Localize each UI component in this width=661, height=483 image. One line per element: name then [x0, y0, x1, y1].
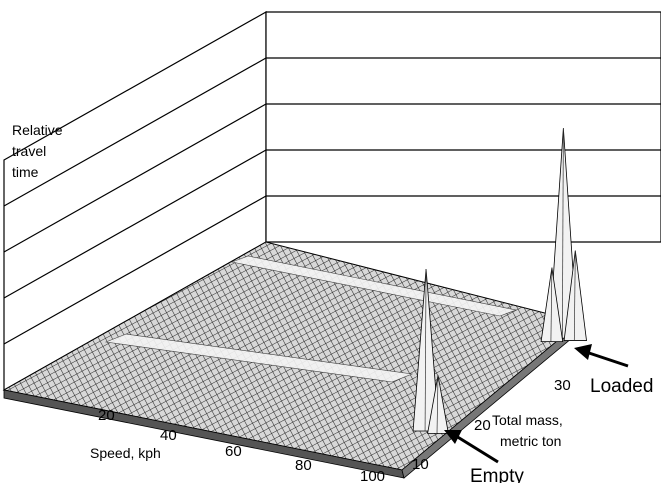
- empty-side-peak: [427, 375, 449, 434]
- empty-arrow: [444, 430, 499, 464]
- empty-ridge: [104, 333, 414, 383]
- wall-gridline: [3, 195, 267, 345]
- empty-main-peak-spine: [424, 268, 427, 431]
- empty-annotation: Empty: [470, 466, 524, 483]
- loaded-main-peak-spine: [562, 128, 564, 339]
- x-tick-label: 60: [225, 443, 242, 460]
- x-tick-label: 80: [295, 457, 312, 474]
- y-label-line-1: Total mass,: [492, 412, 563, 428]
- x-tick-label: 40: [160, 427, 177, 444]
- empty-main-peak: [412, 268, 440, 432]
- x-tick-label: 20: [98, 407, 115, 424]
- right-back-wall: [265, 11, 661, 243]
- wall-gridline: [3, 103, 267, 253]
- loaded-side-peak-2: [563, 250, 587, 341]
- loaded-arrow: [574, 344, 629, 368]
- peaks-layer: [412, 128, 587, 434]
- z-axis-label: Relative travel time: [12, 122, 66, 180]
- z-label-line-2: travel: [12, 143, 46, 159]
- y-tick-label: 30: [554, 377, 571, 394]
- loaded-main-peak: [548, 128, 578, 339]
- loaded-side-peak-1: [540, 267, 564, 343]
- z-label-line-1: Relative: [12, 122, 63, 138]
- y-axis-label: Total mass, metric ton: [492, 412, 567, 449]
- loaded-side-peak-2-spine: [573, 250, 576, 341]
- wall-gridline: [3, 57, 267, 207]
- wall-gridline: [3, 149, 267, 299]
- x-tick-label: 100: [360, 468, 385, 483]
- y-label-line-2: metric ton: [500, 433, 561, 449]
- y-tick-label: 20: [474, 417, 491, 434]
- x-axis-label: Speed, kph: [90, 445, 161, 461]
- z-label-line-3: time: [12, 164, 39, 180]
- loaded-ridge: [230, 255, 518, 317]
- loaded-annotation: Loaded: [590, 376, 653, 397]
- loaded-side-peak-1-spine: [550, 267, 553, 342]
- empty-side-peak-spine: [436, 375, 439, 434]
- y-tick-label: 10: [412, 456, 429, 473]
